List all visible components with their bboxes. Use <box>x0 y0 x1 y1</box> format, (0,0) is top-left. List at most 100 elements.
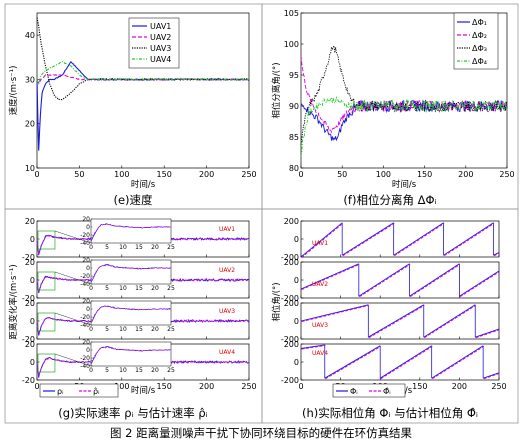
chart-h: -2000200UAV1-2000200UAV2-2000200UAV3-200… <box>271 217 507 398</box>
chart-e-ytick-label: 20 <box>25 120 35 129</box>
chart-f-ytick-label: 105 <box>284 9 299 18</box>
chart-g-inset-xtick-label: 10 <box>119 244 127 251</box>
chart-g-inset-xtick-label: 25 <box>167 285 175 292</box>
chart-g-4-xtick-label: 250 <box>241 382 256 391</box>
chart-g-zoom-box <box>37 230 56 250</box>
chart-h-actual-line <box>300 344 500 379</box>
chart-g-inset-ytick-label: 0 <box>86 265 90 272</box>
chart-g-inset-box <box>90 259 172 285</box>
chart-f-xtick-label: 200 <box>458 170 473 179</box>
chart-h-2-ytick-label: 200 <box>284 258 299 267</box>
chart-h-3-ytick-label: 200 <box>284 299 299 308</box>
chart-g-2-ytick-label: 20 <box>25 258 35 267</box>
chart-g-4-xtick-label: 0 <box>34 382 39 391</box>
chart-g-inset-ytick-label: -40 <box>80 322 90 329</box>
chart-g-zoom-connector <box>54 312 92 326</box>
chart-e-legend-label: UAV2 <box>150 33 171 42</box>
chart-g-inset-ytick-label: 20 <box>82 216 90 223</box>
chart-g-inset-xtick-label: 5 <box>105 244 109 251</box>
chart-h-uav-label: UAV3 <box>312 322 328 329</box>
chart-f-ytick-label: 85 <box>289 133 299 142</box>
chart-e-xtick-label: 200 <box>199 170 214 179</box>
chart-g-inset-box <box>90 218 172 244</box>
chart-h-actual-line <box>300 304 500 338</box>
chart-g-inset-ytick-label: 0 <box>86 306 90 313</box>
chart-h-ylabel: 相位角/(°) <box>271 282 282 321</box>
chart-g-inset-ytick-label: -20 <box>80 355 90 362</box>
chart-g-inset-actual-line <box>90 305 171 324</box>
chart-h-4-xtick-label: 250 <box>491 382 506 391</box>
chart-f-ylabel: 相位分离角/(°) <box>271 62 282 118</box>
chart-g-inset-box <box>90 341 172 367</box>
chart-g-4-xtick-label: 200 <box>199 382 214 391</box>
chart-h-legend-label: Φ̂ᵢ <box>383 386 391 396</box>
chart-g-inset-ytick-label: -40 <box>80 281 90 288</box>
chart-g-inset-ytick-label: -40 <box>80 240 90 247</box>
chart-f-ytick-label: 90 <box>289 102 299 111</box>
chart-g-uav-label: UAV3 <box>219 308 235 315</box>
chart-g-inset-xtick-label: 5 <box>105 326 109 333</box>
chart-g-inset-actual-line <box>90 223 171 242</box>
chart-h-1-ytick-label: 200 <box>284 217 299 226</box>
chart-h-uav-label: UAV4 <box>312 350 328 357</box>
chart-f-ytick-label: 100 <box>284 40 299 49</box>
caption-h: (h)实际相位角 Φᵢ 与估计相位角 Φ̂ᵢ <box>302 406 478 420</box>
chart-f-series-line <box>300 55 508 134</box>
chart-h-1-ytick-label: 0 <box>294 235 299 244</box>
chart-g-inset-xtick-label: 5 <box>105 285 109 292</box>
chart-f-legend-label: ΔΦ₁ <box>472 18 487 27</box>
chart-g-inset-xtick-label: 15 <box>135 326 143 333</box>
chart-f-axes-box <box>300 12 508 169</box>
chart-g-inset-xtick-label: 15 <box>135 285 143 292</box>
chart-g-inset-xtick-label: 15 <box>135 367 143 374</box>
chart-h-4-ytick-label: 200 <box>284 340 299 349</box>
chart-g-4-ytick-label: -20 <box>22 376 35 385</box>
chart-f-xtick-label: 100 <box>376 170 391 179</box>
chart-g-inset-ytick-label: -20 <box>80 273 90 280</box>
chart-g-inset-xtick-label: 0 <box>89 326 93 333</box>
chart-e-legend-label: UAV1 <box>150 22 171 31</box>
chart-h-legend-label: Φᵢ <box>350 387 358 396</box>
chart-g-zoom-box <box>37 353 56 373</box>
chart-g-4-xtick-label: 150 <box>157 382 172 391</box>
chart-g-inset-estimate-line <box>90 265 171 281</box>
caption-f: (f)相位分离角 ΔΦᵢ <box>343 193 436 207</box>
chart-g-4-xtick-label: 100 <box>114 382 129 391</box>
chart-g-inset-box <box>90 300 172 326</box>
chart-e-xtick-label: 250 <box>241 170 256 179</box>
chart-h-4-xtick-label: 150 <box>412 382 427 391</box>
chart-f-xtick-label: 150 <box>417 170 432 179</box>
chart-e-ytick-label: 10 <box>25 164 35 173</box>
caption-e: (e)速度 <box>113 193 153 207</box>
chart-g-2-ytick-label: -20 <box>22 294 35 303</box>
chart-f-ytick-label: 80 <box>289 164 299 173</box>
chart-f-xtick-label: 50 <box>337 170 347 179</box>
chart-g-1-ytick-label: -20 <box>22 253 35 262</box>
chart-f-legend-label: ΔΦ₃ <box>472 44 487 53</box>
chart-g-zoom-connector <box>54 271 92 285</box>
chart-g-uav-label: UAV4 <box>219 349 235 356</box>
chart-g-inset-xtick-label: 25 <box>167 244 175 251</box>
chart-g-inset-xtick-label: 0 <box>89 285 93 292</box>
chart-g-zoom-connector <box>54 230 92 244</box>
chart-g-inset-ytick-label: 0 <box>86 224 90 231</box>
chart-g-2-ytick-label: 0 <box>30 276 35 285</box>
chart-g-inset-xtick-label: 20 <box>151 244 159 251</box>
chart-g-inset-xtick-label: 20 <box>151 367 159 374</box>
chart-h-4-xtick-label: 0 <box>298 382 303 391</box>
chart-g-3-ytick-label: -20 <box>22 335 35 344</box>
chart-h-estimate-line <box>301 223 500 258</box>
chart-f-xtick-label: 0 <box>298 170 303 179</box>
chart-e-legend-label: UAV3 <box>150 44 171 53</box>
chart-h-3-ytick-label: -200 <box>281 335 299 344</box>
chart-g-inset-ytick-label: 0 <box>86 347 90 354</box>
chart-e-series-line <box>36 60 250 151</box>
chart-h-1-ytick-label: -200 <box>281 253 299 262</box>
chart-h-4-xtick-label: 200 <box>452 382 467 391</box>
chart-g-inset-xtick-label: 25 <box>167 326 175 333</box>
chart-h-estimate-line <box>301 304 500 339</box>
chart-e-legend-label: UAV4 <box>150 55 171 64</box>
chart-g-3-ytick-label: 20 <box>25 299 35 308</box>
chart-f-xtick-label: 250 <box>499 170 514 179</box>
